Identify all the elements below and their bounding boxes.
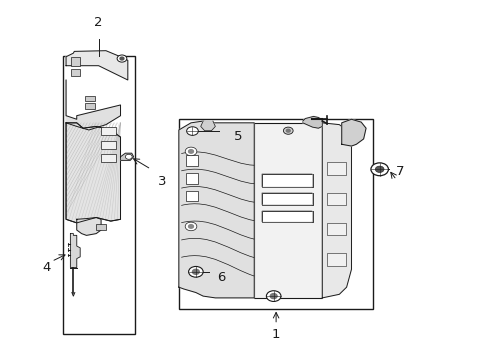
Circle shape — [283, 127, 292, 134]
Circle shape — [125, 154, 132, 159]
Polygon shape — [341, 119, 366, 146]
Bar — [254, 123, 322, 298]
Bar — [326, 162, 345, 175]
Bar — [186, 191, 198, 202]
Bar — [179, 119, 372, 309]
Circle shape — [188, 150, 193, 153]
Bar — [71, 69, 80, 76]
Circle shape — [286, 129, 289, 132]
Bar — [326, 223, 345, 235]
Text: 1: 1 — [271, 328, 280, 341]
Text: 6: 6 — [217, 271, 225, 284]
Text: 7: 7 — [395, 165, 404, 177]
Bar — [261, 174, 312, 187]
Polygon shape — [66, 51, 127, 80]
Polygon shape — [302, 116, 322, 128]
Circle shape — [185, 222, 197, 231]
Bar — [101, 141, 116, 149]
Circle shape — [370, 163, 387, 176]
Polygon shape — [322, 123, 351, 298]
Bar — [261, 193, 312, 205]
Bar — [85, 96, 95, 102]
Bar — [101, 127, 116, 135]
Circle shape — [185, 147, 197, 156]
Bar — [326, 193, 345, 205]
Text: 2: 2 — [94, 15, 102, 28]
Text: 3: 3 — [157, 175, 166, 188]
Polygon shape — [77, 217, 101, 235]
Circle shape — [120, 57, 123, 60]
Polygon shape — [66, 123, 120, 223]
Text: 5: 5 — [233, 130, 242, 143]
Bar — [96, 224, 106, 230]
Circle shape — [374, 166, 383, 172]
Circle shape — [270, 294, 277, 298]
Bar — [62, 56, 134, 334]
Bar — [101, 154, 116, 162]
Bar — [261, 211, 312, 222]
Polygon shape — [66, 123, 120, 223]
Bar — [85, 103, 95, 109]
Circle shape — [186, 127, 198, 135]
Bar — [186, 155, 198, 166]
Bar — [186, 173, 198, 184]
Circle shape — [117, 55, 126, 62]
Polygon shape — [66, 80, 120, 130]
Circle shape — [188, 225, 193, 228]
Circle shape — [188, 266, 203, 277]
Bar — [71, 57, 80, 66]
Circle shape — [266, 291, 281, 301]
Bar — [326, 253, 345, 266]
Text: 4: 4 — [42, 261, 51, 274]
Polygon shape — [179, 121, 254, 298]
Polygon shape — [70, 234, 80, 267]
Polygon shape — [201, 121, 215, 131]
Polygon shape — [120, 153, 133, 160]
Circle shape — [192, 269, 199, 274]
